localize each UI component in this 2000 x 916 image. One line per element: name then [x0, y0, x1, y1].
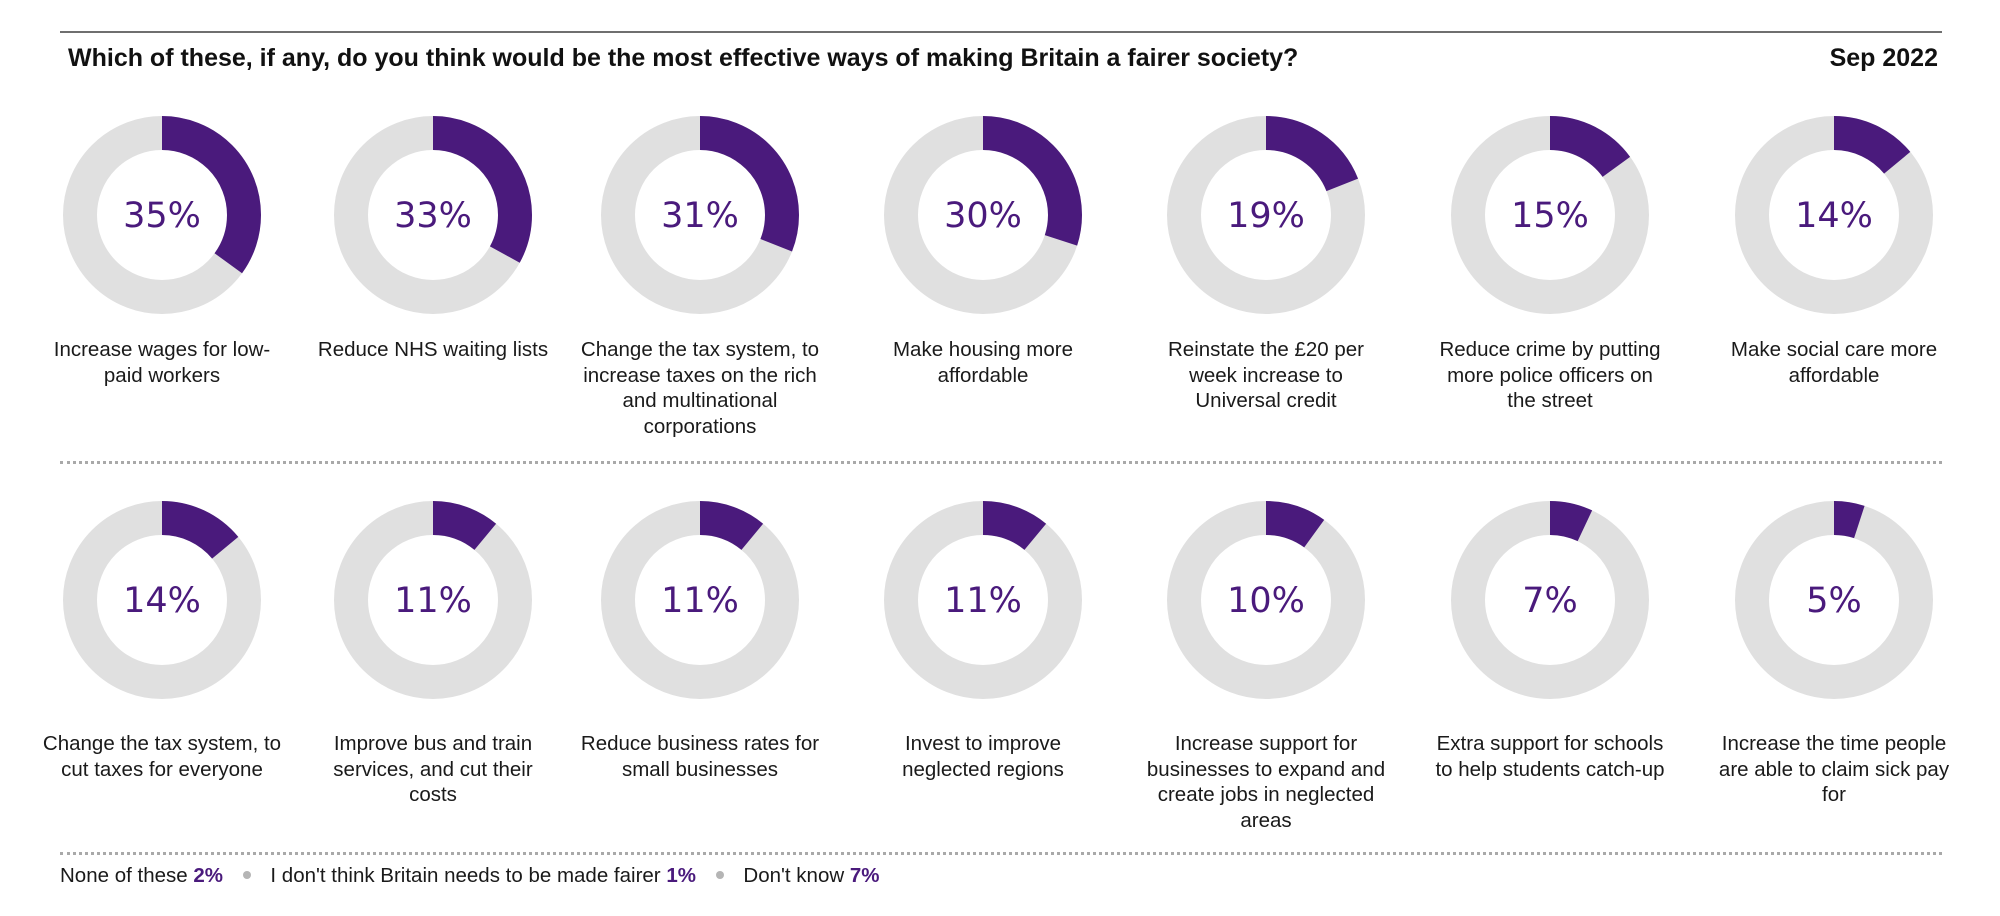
donut-item: 14% Change the tax system, to cut taxes f… — [42, 497, 282, 897]
donut-item: 31% Change the tax system, to increase ta… — [580, 112, 820, 512]
donut-chart: 10% — [1167, 501, 1365, 699]
donut-chart: 11% — [334, 501, 532, 699]
donut-value-arc — [884, 501, 1082, 699]
donut-caption: Reinstate the £20 per week increase to U… — [1167, 338, 1365, 412]
donut-percent-label: 11% — [944, 581, 1022, 621]
donut-percent-label: 14% — [1795, 196, 1873, 236]
donut-caption: Change the tax system, to increase taxes… — [580, 338, 820, 438]
donut-item: 14% Make social care more affordable — [1714, 112, 1954, 512]
donut-chart: 14% — [1735, 116, 1933, 314]
donut-caption: Invest to improve neglected regions — [902, 732, 1064, 781]
top-rule — [60, 31, 1942, 33]
donut-caption: Increase wages for low-paid workers — [53, 338, 271, 387]
donut-item: 33% Reduce NHS waiting lists — [313, 112, 553, 512]
donut-item: 30% Make housing more affordable — [863, 112, 1103, 512]
donut-item: 11% Invest to improve neglected regions — [863, 497, 1103, 897]
row-divider — [60, 461, 1942, 464]
footer-legend: None of these 2% I don't think Britain n… — [60, 864, 880, 888]
donut-item: 10% Increase support for businesses to ex… — [1146, 497, 1386, 897]
donut-value-arc — [884, 116, 1082, 314]
donut-percent-label: 11% — [394, 581, 472, 621]
donut-chart: 5% — [1735, 501, 1933, 699]
donut-caption: Increase the time people are able to cla… — [1718, 732, 1950, 806]
donut-percent-label: 31% — [661, 196, 739, 236]
donut-percent-label: 15% — [1511, 196, 1589, 236]
donut-value-arc — [1167, 501, 1365, 699]
donut-chart: 30% — [884, 116, 1082, 314]
donut-chart: 31% — [601, 116, 799, 314]
donut-percent-label: 11% — [661, 581, 739, 621]
donut-caption: Reduce crime by putting more police offi… — [1439, 338, 1661, 412]
donut-caption: Reduce NHS waiting lists — [317, 338, 549, 361]
donut-value-arc — [63, 501, 261, 699]
separator-dot — [242, 871, 251, 880]
donut-value-arc — [1451, 501, 1649, 699]
donut-value-arc — [334, 116, 532, 314]
donut-value-arc — [1167, 116, 1365, 314]
donut-percent-label: 5% — [1806, 581, 1862, 621]
donut-item: 11% Reduce business rates for small busin… — [580, 497, 820, 897]
donut-chart: 11% — [601, 501, 799, 699]
donut-chart: 14% — [63, 501, 261, 699]
donut-percent-label: 7% — [1522, 581, 1578, 621]
donut-caption: Extra support for schools to help studen… — [1435, 732, 1665, 781]
donut-chart: 35% — [63, 116, 261, 314]
donut-value-arc — [601, 501, 799, 699]
donut-item: 35% Increase wages for low-paid workers — [42, 112, 282, 512]
footer-value-none: 2% — [193, 864, 223, 887]
donut-chart: 7% — [1451, 501, 1649, 699]
donut-caption: Make housing more affordable — [892, 338, 1074, 387]
donut-value-arc — [1451, 116, 1649, 314]
donut-caption: Increase support for businesses to expan… — [1146, 732, 1386, 832]
donut-caption: Reduce business rates for small business… — [580, 732, 820, 781]
donut-chart: 15% — [1451, 116, 1649, 314]
donut-percent-label: 35% — [123, 196, 201, 236]
donut-value-arc — [601, 116, 799, 314]
footer-divider — [60, 852, 1942, 855]
donut-value-arc — [1735, 116, 1933, 314]
donut-caption: Improve bus and train services, and cut … — [333, 732, 533, 806]
separator-dot — [715, 871, 724, 880]
donut-chart: 33% — [334, 116, 532, 314]
donut-percent-label: 19% — [1227, 196, 1305, 236]
donut-item: 11% Improve bus and train services, and c… — [313, 497, 553, 897]
donut-chart: 19% — [1167, 116, 1365, 314]
donut-item: 7% Extra support for schools to help stud… — [1430, 497, 1670, 897]
donut-percent-label: 10% — [1227, 581, 1305, 621]
donut-item: 15% Reduce crime by putting more police o… — [1430, 112, 1670, 512]
donut-value-arc — [1735, 501, 1933, 699]
donut-value-arc — [63, 116, 261, 314]
donut-percent-label: 30% — [944, 196, 1022, 236]
donut-item: 5% Increase the time people are able to c… — [1714, 497, 1954, 897]
donut-value-arc — [334, 501, 532, 699]
donut-percent-label: 33% — [394, 196, 472, 236]
survey-date: Sep 2022 — [1829, 44, 1938, 72]
footer-value-not-needed: 1% — [666, 864, 696, 887]
footer-label-dont-know: Don't know — [743, 864, 845, 887]
donut-percent-label: 14% — [123, 581, 201, 621]
donut-chart: 11% — [884, 501, 1082, 699]
footer-label-not-needed: I don't think Britain needs to be made f… — [270, 864, 661, 887]
donut-caption: Change the tax system, to cut taxes for … — [42, 732, 282, 781]
donut-caption: Make social care more affordable — [1730, 338, 1938, 387]
donut-item: 19% Reinstate the £20 per week increase t… — [1146, 112, 1386, 512]
footer-label-none: None of these — [60, 864, 188, 887]
chart-title: Which of these, if any, do you think wou… — [68, 44, 1299, 72]
footer-value-dont-know: 7% — [849, 864, 880, 887]
